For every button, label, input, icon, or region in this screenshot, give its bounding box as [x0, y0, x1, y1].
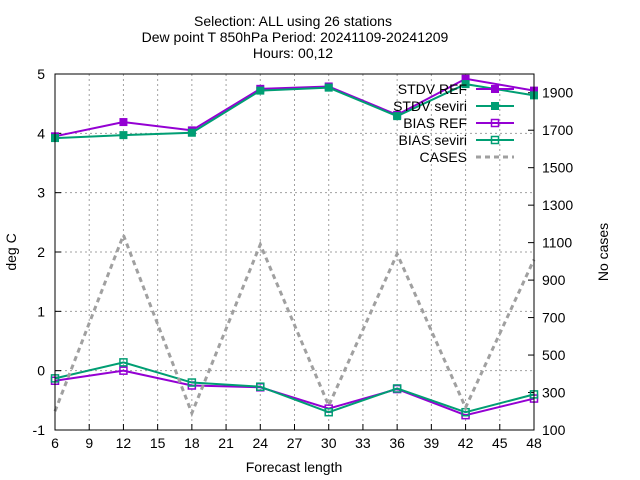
y-tick-label: 0: [37, 363, 45, 379]
x-tick-label: 12: [116, 435, 132, 451]
legend-marker: [490, 135, 500, 145]
legend-label: BIAS seviri: [399, 132, 467, 148]
x-axis-ticks: 6 9 12 15 18 21 24 27 30 33 36 39 42 45 48: [51, 424, 542, 451]
legend-item-stdv-ref: STDV REF: [398, 81, 514, 97]
y2-axis-label: No cases: [595, 223, 611, 281]
x-tick-label: 48: [526, 435, 542, 451]
legend-item-bias-seviri: BIAS seviri: [399, 132, 514, 148]
y-tick-label: 5: [37, 66, 45, 82]
y2-tick-label: 300: [542, 385, 566, 401]
y-tick-label: 2: [37, 244, 45, 260]
data-point-stdv-seviri: [461, 80, 470, 89]
y2-tick-label: 900: [542, 272, 566, 288]
x-axis-label: Forecast length: [246, 459, 343, 475]
y-tick-label: -1: [33, 422, 46, 438]
data-point-stdv-ref: [119, 118, 128, 127]
data-point-stdv-seviri: [187, 128, 196, 137]
x-tick-label: 6: [51, 435, 59, 451]
legend-label: STDV REF: [398, 81, 467, 97]
series-line-bias-seviri: [54, 361, 535, 414]
x-tick-label: 21: [218, 435, 234, 451]
legend-marker: [490, 118, 500, 128]
x-tick-label: 39: [424, 435, 440, 451]
legend-item-cases: CASES: [420, 149, 514, 165]
data-point-stdv-ref: [461, 74, 470, 83]
y2-tick-label: 1300: [542, 197, 573, 213]
title-line-2: Dew point T 850hPa Period: 20241109-2024…: [142, 29, 449, 45]
x-tick-label: 36: [389, 435, 405, 451]
title-line-1: Selection: ALL using 26 stations: [194, 13, 392, 29]
data-point-bias-seviri: [392, 384, 402, 393]
y2-tick-label: 1900: [542, 85, 573, 101]
y2-tick-label: 500: [542, 347, 566, 363]
y2-tick-label: 1700: [542, 122, 573, 138]
data-point-stdv-seviri: [119, 131, 128, 140]
data-point-bias-seviri: [187, 378, 197, 387]
x-tick-label: 24: [252, 435, 268, 451]
x-tick-label: 33: [355, 435, 371, 451]
data-point-bias-seviri: [324, 407, 333, 417]
x-tick-label: 30: [321, 435, 337, 451]
x-tick-label: 18: [184, 435, 200, 451]
title-line-3: Hours: 00,12: [253, 45, 333, 61]
legend-marker: [491, 85, 499, 93]
chart-title: Selection: ALL using 26 stations Dew poi…: [142, 13, 449, 61]
data-point-stdv-seviri: [324, 83, 333, 92]
data-point-bias-seviri: [256, 382, 265, 391]
legend-label: BIAS REF: [403, 115, 467, 131]
legend-label: STDV seviri: [393, 98, 467, 114]
series-line-bias-ref: [54, 369, 535, 417]
plot-frame: [54, 73, 535, 431]
legend-item-stdv-seviri: STDV seviri: [393, 98, 514, 114]
y2-tick-label: 700: [542, 310, 566, 326]
x-tick-label: 45: [492, 435, 508, 451]
y2-axis-ticks: 100 300 500 700 900 1100 1300 1500 1700 1900: [528, 85, 573, 438]
y2-tick-label: 100: [542, 422, 566, 438]
x-tick-label: 42: [458, 435, 474, 451]
series-line-stdv-seviri: [54, 83, 535, 140]
series-line-cases: [53, 230, 536, 418]
x-tick-label: 15: [150, 435, 166, 451]
data-point-bias-ref: [119, 366, 128, 375]
x-tick-label: 27: [287, 435, 303, 451]
legend-label: CASES: [420, 149, 467, 165]
y-tick-label: 4: [37, 125, 45, 141]
data-point-bias-seviri: [119, 358, 128, 367]
x-tick-label: 9: [85, 435, 93, 451]
legend-marker: [491, 102, 499, 110]
y2-tick-label: 1500: [542, 160, 573, 176]
y2-tick-label: 1100: [542, 235, 572, 251]
y-tick-label: 3: [37, 185, 45, 201]
series-cases: [53, 230, 536, 418]
data-point-stdv-seviri: [256, 86, 265, 95]
y-tick-label: 1: [37, 303, 45, 319]
legend-item-bias-ref: BIAS REF: [403, 115, 514, 131]
series-line-stdv-ref: [54, 77, 535, 138]
data-point-stdv-seviri: [393, 112, 402, 121]
y-axis-label: deg C: [3, 233, 19, 270]
